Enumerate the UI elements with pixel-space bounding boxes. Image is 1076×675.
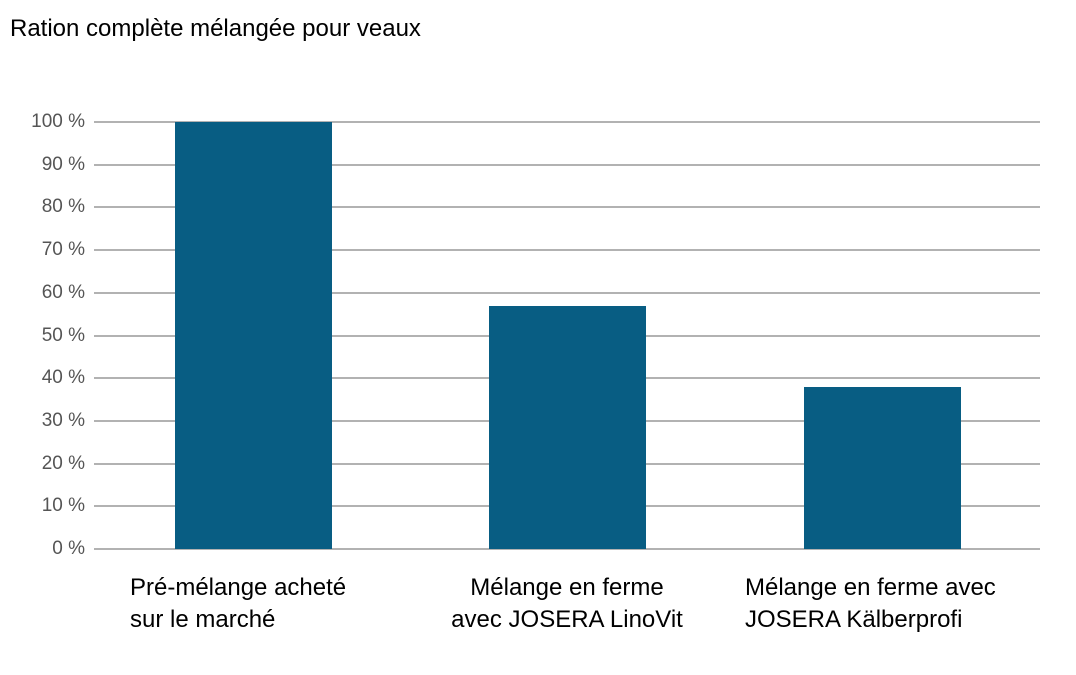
gridline [94,121,1040,123]
bar [174,122,332,549]
gridline [94,163,1040,166]
y-tick-label: 80 % [41,196,85,218]
bar [488,305,646,549]
y-tick-label: 50 % [41,324,85,346]
gridline [94,548,1040,550]
category-label: Mélange en ferme avec JOSERA LinoVit [451,574,683,633]
y-tick-label: 60 % [41,281,85,303]
y-tick-label: 70 % [41,239,85,261]
gridline [94,206,1040,209]
category-label: Pré-mélange acheté sur le marché [130,574,347,633]
y-tick-label: 0 % [52,538,85,559]
y-tick-label: 90 % [41,153,85,175]
y-tick-label: 20 % [41,452,85,474]
gridline [94,249,1040,252]
category-label: Mélange en ferme avec JOSERA Kälberprofi [745,574,996,633]
y-tick-label: 10 % [41,495,85,517]
gridline [94,291,1040,294]
bar [803,386,961,549]
plot-area [94,121,1040,550]
chart-title: Ration complète mélangée pour veaux [10,15,421,42]
y-tick-label: 30 % [41,409,85,431]
y-tick-label: 40 % [41,367,85,389]
y-tick-label: 100 % [31,111,85,132]
